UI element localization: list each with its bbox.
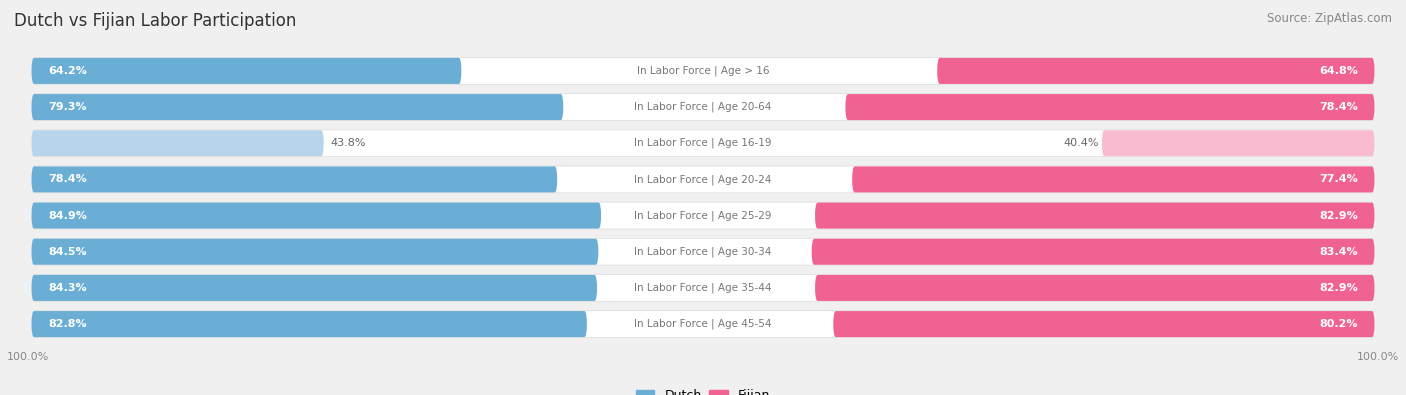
Text: In Labor Force | Age 30-34: In Labor Force | Age 30-34 (634, 246, 772, 257)
FancyBboxPatch shape (845, 94, 1375, 120)
FancyBboxPatch shape (31, 310, 1375, 338)
Text: 40.4%: 40.4% (1063, 138, 1098, 148)
Text: 82.9%: 82.9% (1319, 211, 1358, 220)
FancyBboxPatch shape (31, 202, 1375, 229)
Text: In Labor Force | Age 16-19: In Labor Force | Age 16-19 (634, 138, 772, 149)
Text: In Labor Force | Age 45-54: In Labor Force | Age 45-54 (634, 319, 772, 329)
Text: 64.8%: 64.8% (1319, 66, 1358, 76)
FancyBboxPatch shape (31, 239, 1375, 265)
Text: 77.4%: 77.4% (1319, 175, 1358, 184)
FancyBboxPatch shape (31, 93, 1375, 121)
Text: 64.2%: 64.2% (48, 66, 87, 76)
FancyBboxPatch shape (31, 166, 557, 192)
FancyBboxPatch shape (31, 130, 1375, 157)
FancyBboxPatch shape (31, 57, 1375, 85)
Text: 84.3%: 84.3% (48, 283, 87, 293)
FancyBboxPatch shape (31, 58, 461, 84)
FancyBboxPatch shape (815, 203, 1375, 229)
Text: 79.3%: 79.3% (48, 102, 87, 112)
Text: In Labor Force | Age 20-24: In Labor Force | Age 20-24 (634, 174, 772, 185)
FancyBboxPatch shape (834, 311, 1375, 337)
FancyBboxPatch shape (938, 58, 1375, 84)
Text: In Labor Force | Age 25-29: In Labor Force | Age 25-29 (634, 210, 772, 221)
Text: 43.8%: 43.8% (330, 138, 366, 148)
FancyBboxPatch shape (815, 275, 1375, 301)
FancyBboxPatch shape (1102, 130, 1375, 156)
Text: 84.9%: 84.9% (48, 211, 87, 220)
FancyBboxPatch shape (31, 58, 1375, 84)
Text: In Labor Force | Age 35-44: In Labor Force | Age 35-44 (634, 283, 772, 293)
FancyBboxPatch shape (31, 311, 586, 337)
FancyBboxPatch shape (31, 238, 1375, 265)
Text: 78.4%: 78.4% (48, 175, 87, 184)
Text: Source: ZipAtlas.com: Source: ZipAtlas.com (1267, 12, 1392, 25)
FancyBboxPatch shape (31, 130, 323, 156)
Text: 84.5%: 84.5% (48, 247, 87, 257)
FancyBboxPatch shape (31, 275, 598, 301)
FancyBboxPatch shape (31, 94, 564, 120)
Text: 82.9%: 82.9% (1319, 283, 1358, 293)
FancyBboxPatch shape (31, 239, 599, 265)
Text: In Labor Force | Age > 16: In Labor Force | Age > 16 (637, 66, 769, 76)
Text: In Labor Force | Age 20-64: In Labor Force | Age 20-64 (634, 102, 772, 112)
Text: Dutch vs Fijian Labor Participation: Dutch vs Fijian Labor Participation (14, 12, 297, 30)
FancyBboxPatch shape (811, 239, 1375, 265)
Legend: Dutch, Fijian: Dutch, Fijian (631, 384, 775, 395)
FancyBboxPatch shape (31, 94, 1375, 120)
FancyBboxPatch shape (31, 203, 602, 229)
FancyBboxPatch shape (31, 311, 1375, 337)
Text: 82.8%: 82.8% (48, 319, 87, 329)
FancyBboxPatch shape (852, 166, 1375, 192)
Text: 78.4%: 78.4% (1319, 102, 1358, 112)
FancyBboxPatch shape (31, 166, 1375, 193)
Text: 80.2%: 80.2% (1319, 319, 1358, 329)
FancyBboxPatch shape (31, 274, 1375, 302)
FancyBboxPatch shape (31, 130, 1375, 156)
FancyBboxPatch shape (31, 203, 1375, 229)
FancyBboxPatch shape (31, 166, 1375, 192)
FancyBboxPatch shape (31, 275, 1375, 301)
Text: 83.4%: 83.4% (1319, 247, 1358, 257)
